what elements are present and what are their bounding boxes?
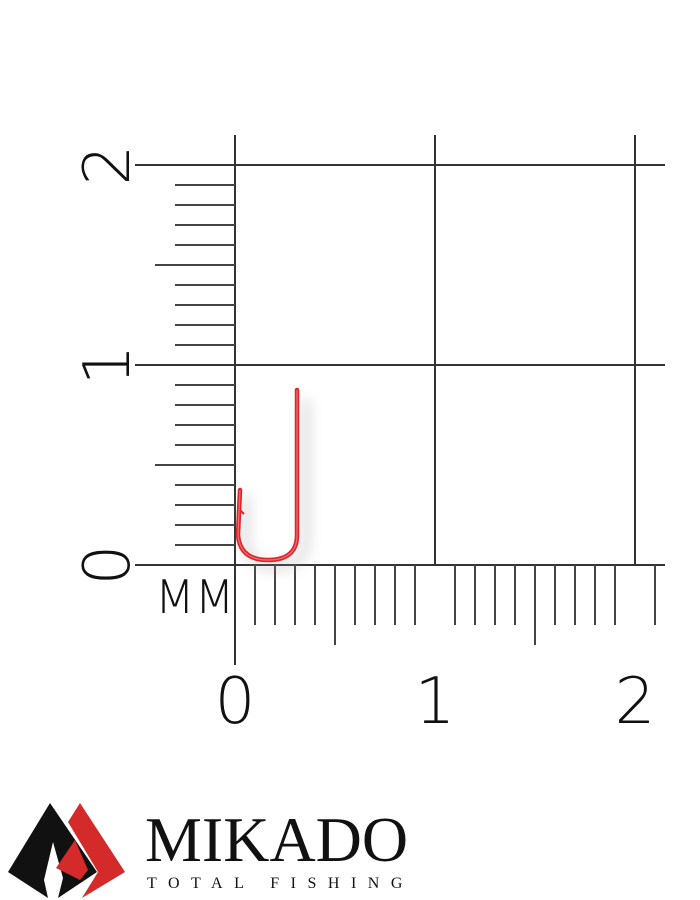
brand-name: MIKADO	[145, 804, 409, 875]
y-label-0: 0	[71, 544, 145, 586]
brand-tagline: TOTAL FISHING	[147, 875, 414, 892]
fishing-hook	[235, 387, 310, 572]
x-label-2: 2	[614, 665, 656, 739]
y-label-2: 2	[71, 144, 145, 186]
mikado-logo-mark	[8, 803, 125, 898]
x-label-1: 1	[414, 665, 456, 739]
x-label-0: 0	[214, 665, 256, 739]
unit-label: MM	[155, 570, 235, 624]
y-label-1: 1	[71, 344, 145, 386]
ruler-ticks	[155, 184, 656, 645]
grid	[135, 135, 665, 665]
